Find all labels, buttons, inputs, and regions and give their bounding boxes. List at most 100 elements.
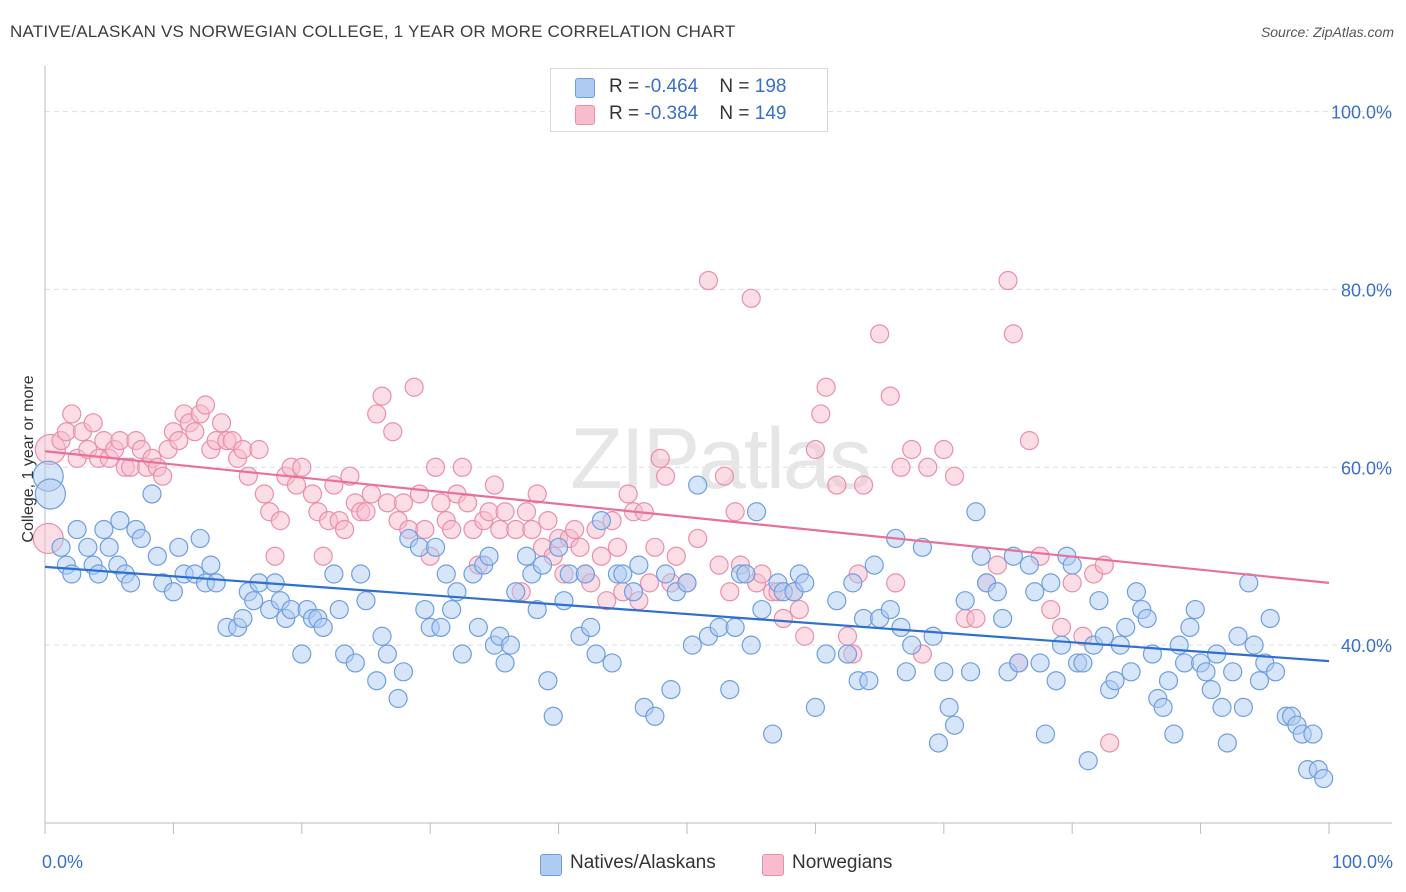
- norwegian-point: [458, 493, 478, 513]
- native-point: [388, 688, 408, 709]
- native-point: [1046, 671, 1066, 691]
- norwegian-point: [490, 519, 510, 540]
- native-point: [1062, 555, 1082, 575]
- norwegian-point: [506, 519, 526, 540]
- norwegian-point: [522, 519, 542, 540]
- native-point: [1041, 573, 1061, 593]
- native-point: [206, 573, 226, 593]
- natives-points: [32, 460, 1334, 789]
- norwegian-point: [688, 528, 708, 549]
- norwegian-point: [650, 448, 670, 468]
- native-point: [816, 644, 836, 664]
- native-point: [960, 662, 981, 682]
- norwegian-point: [270, 511, 290, 531]
- norwegian-point: [249, 439, 269, 460]
- native-point: [425, 537, 446, 557]
- native-point: [896, 662, 916, 682]
- native-point: [709, 617, 729, 637]
- native-point: [67, 519, 87, 540]
- y-axis-label: College, 1 year or more: [20, 375, 37, 543]
- norwegian-point: [313, 546, 333, 566]
- norwegian-point: [153, 466, 173, 486]
- norwegian-point: [666, 546, 686, 566]
- native-point: [1051, 635, 1072, 655]
- norwegian-point: [934, 439, 954, 460]
- norwegian-point: [987, 555, 1007, 575]
- norwegian-point: [62, 404, 82, 424]
- norwegian-point: [265, 546, 285, 566]
- native-point: [548, 537, 569, 557]
- native-point: [1089, 591, 1109, 611]
- norwegian-point: [484, 475, 504, 495]
- norwegian-point: [966, 608, 986, 629]
- native-point: [1196, 662, 1216, 682]
- norwegian-point: [195, 395, 216, 415]
- legend-n-value: 149: [754, 103, 787, 124]
- norwegian-point: [1003, 324, 1023, 344]
- norwegian-point: [869, 324, 890, 344]
- native-point: [1105, 671, 1125, 691]
- native-point: [324, 564, 344, 584]
- native-point: [720, 680, 740, 700]
- norwegian-point: [853, 475, 874, 495]
- native-point: [1153, 697, 1173, 717]
- native-point: [121, 573, 141, 593]
- native-point: [864, 555, 884, 575]
- native-point: [1212, 697, 1232, 717]
- native-point: [431, 617, 451, 637]
- native-point: [436, 564, 456, 584]
- norwegians-legend-label: Norwegians: [792, 852, 893, 873]
- native-point: [955, 591, 975, 611]
- native-point: [1303, 724, 1323, 744]
- native-point: [853, 608, 874, 629]
- norwegian-point: [335, 519, 355, 540]
- norwegian-point: [431, 493, 451, 513]
- native-point: [1233, 697, 1254, 717]
- native-point: [912, 537, 933, 557]
- native-point: [78, 537, 98, 557]
- native-point: [655, 564, 676, 584]
- norwegians-legend-swatch: [762, 854, 784, 876]
- native-point: [281, 599, 301, 620]
- norwegian-point: [169, 431, 189, 451]
- native-point: [859, 671, 879, 691]
- norwegian-point: [185, 422, 205, 442]
- norwegian-point: [479, 502, 499, 522]
- norwegian-point: [356, 502, 376, 522]
- native-point: [51, 537, 71, 557]
- norwegian-point: [725, 502, 745, 522]
- legend-r-label: R =: [609, 76, 645, 97]
- norwegian-point: [607, 537, 628, 557]
- native-point: [201, 555, 221, 575]
- norwegian-point: [891, 457, 911, 477]
- legend-n-label: N =: [719, 103, 755, 124]
- norwegian-point: [377, 493, 397, 513]
- legend-box: R = -0.464 N = 198 R = -0.384 N = 149: [550, 68, 828, 132]
- native-point: [1030, 653, 1050, 673]
- legend-r-value: -0.384: [644, 103, 699, 124]
- native-point: [1185, 599, 1205, 620]
- norwegian-point: [880, 386, 900, 406]
- norwegian-point: [998, 270, 1018, 291]
- norwegian-point: [714, 466, 735, 486]
- native-point: [581, 617, 601, 637]
- native-point: [645, 706, 665, 726]
- native-point: [1073, 653, 1093, 673]
- norwegian-point: [591, 546, 612, 566]
- native-point: [1025, 582, 1045, 602]
- norwegian-point: [837, 626, 858, 646]
- norwegian-point: [1062, 573, 1082, 593]
- native-point: [1244, 635, 1264, 655]
- norwegian-point: [56, 422, 77, 442]
- norwegian-point: [655, 466, 676, 486]
- native-point: [1201, 680, 1221, 700]
- native-point: [1158, 671, 1179, 691]
- native-point: [1094, 626, 1114, 646]
- native-point: [902, 635, 922, 655]
- native-point: [452, 644, 472, 664]
- norwegian-point: [773, 608, 793, 629]
- native-point: [468, 617, 488, 637]
- norwegian-point: [752, 564, 772, 584]
- norwegian-point: [565, 519, 585, 540]
- native-point: [752, 599, 772, 620]
